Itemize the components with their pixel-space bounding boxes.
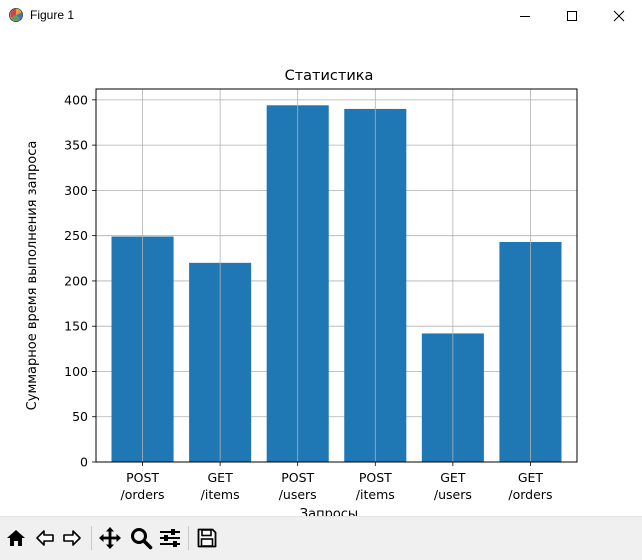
y-tick-label: 100 [64, 364, 88, 379]
x-ticks: POST/orders GET/items POST/users POST/items… [121, 462, 552, 502]
y-tick-label: 150 [64, 319, 88, 334]
y-axis-label: Суммарное время выполнения запроса [25, 141, 40, 411]
window-titlebar: Figure 1 [0, 0, 642, 31]
x-tick-label: GET/items [201, 470, 240, 502]
maximize-button[interactable] [549, 0, 595, 31]
configure-subplots-icon [160, 529, 180, 547]
configure-subplots-button[interactable] [157, 525, 183, 551]
y-tick-label: 0 [80, 455, 88, 470]
x-grid-lines [142, 89, 531, 462]
y-ticks: 0 50 100 150 200 250 300 350 400 [64, 92, 96, 470]
navigation-toolbar [0, 516, 642, 560]
close-icon [613, 10, 625, 21]
window-title: Figure 1 [30, 8, 75, 22]
pan-icon [99, 527, 121, 549]
y-tick-label: 250 [64, 228, 88, 243]
forward-arrow-icon [63, 530, 81, 546]
x-tick-label: GET/orders [508, 470, 552, 502]
matplotlib-icon [9, 8, 23, 22]
y-tick-label: 400 [64, 92, 88, 107]
save-icon [197, 528, 217, 548]
save-button[interactable] [194, 525, 220, 551]
forward-button[interactable] [59, 525, 85, 551]
x-tick-label: POST/users [279, 470, 317, 502]
toolbar-separator [91, 526, 92, 550]
axes-frame [95, 88, 578, 463]
back-button[interactable] [32, 525, 58, 551]
x-tick-label: POST/orders [121, 470, 165, 502]
maximize-icon [567, 10, 577, 21]
x-axis-label: Запросы [300, 507, 358, 516]
chart-title: Статистика [285, 68, 374, 84]
pan-button[interactable] [97, 525, 123, 551]
close-button[interactable] [596, 0, 642, 31]
figure-canvas[interactable]: 0 50 100 150 200 250 300 350 400 POST/orders GET /… [0, 31, 642, 516]
y-tick-label: 350 [64, 138, 88, 153]
x-tick-label: GET/users [434, 470, 472, 502]
minimize-button[interactable] [502, 0, 548, 31]
back-arrow-icon [36, 530, 54, 546]
y-tick-label: 300 [64, 183, 88, 198]
y-tick-label: 50 [72, 409, 88, 424]
toolbar-separator [188, 526, 189, 550]
y-tick-label: 200 [64, 273, 88, 288]
bars [111, 105, 562, 463]
home-button[interactable] [3, 525, 29, 551]
bar-chart: 0 50 100 150 200 250 300 350 400 POST/orders GET /… [25, 68, 578, 516]
home-icon [7, 530, 25, 546]
minimize-icon [520, 15, 530, 17]
x-tick-label: POST/items [356, 470, 395, 502]
zoom-button[interactable] [128, 525, 154, 551]
zoom-icon [131, 528, 153, 550]
